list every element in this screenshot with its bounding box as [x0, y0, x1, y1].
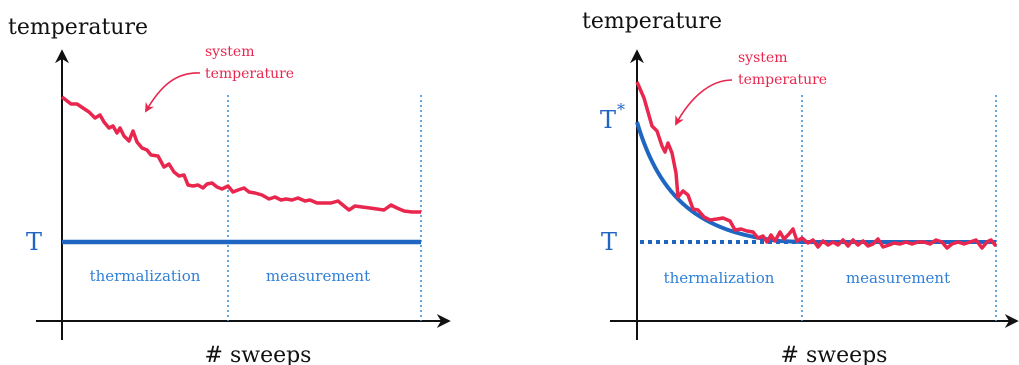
left-annotation-line2: temperature [205, 66, 294, 82]
right-annotation-arrow [675, 79, 733, 126]
right-phase-measurement: measurement [846, 269, 950, 287]
right-x-axis-label: # sweeps [781, 343, 888, 365]
left-annotation-line1: system [205, 44, 254, 60]
right-y-axis-label: temperature [582, 9, 722, 34]
left-x-axis-label: # sweeps [205, 343, 312, 365]
right-system-curve [635, 81, 998, 250]
left-y-axis-label: temperature [8, 15, 148, 40]
right-start-label: T [600, 106, 616, 134]
right-reference-label: T [601, 228, 617, 256]
right-annotation-line1: system [738, 50, 787, 66]
left-system-curve [60, 95, 421, 214]
left-reference-label: T [26, 228, 42, 256]
right-annotation-line2: temperature [738, 72, 827, 88]
left-phase-measurement: measurement [266, 267, 370, 285]
right-start-label-sup: * [617, 100, 625, 119]
left-phase-thermalization: thermalization [90, 267, 201, 285]
left-annotation-arrow [145, 72, 201, 113]
right-panel: temperature T T * system temperature the… [582, 9, 1019, 365]
left-panel: temperature T system temperature thermal… [8, 15, 451, 365]
right-phase-thermalization: thermalization [664, 269, 775, 287]
